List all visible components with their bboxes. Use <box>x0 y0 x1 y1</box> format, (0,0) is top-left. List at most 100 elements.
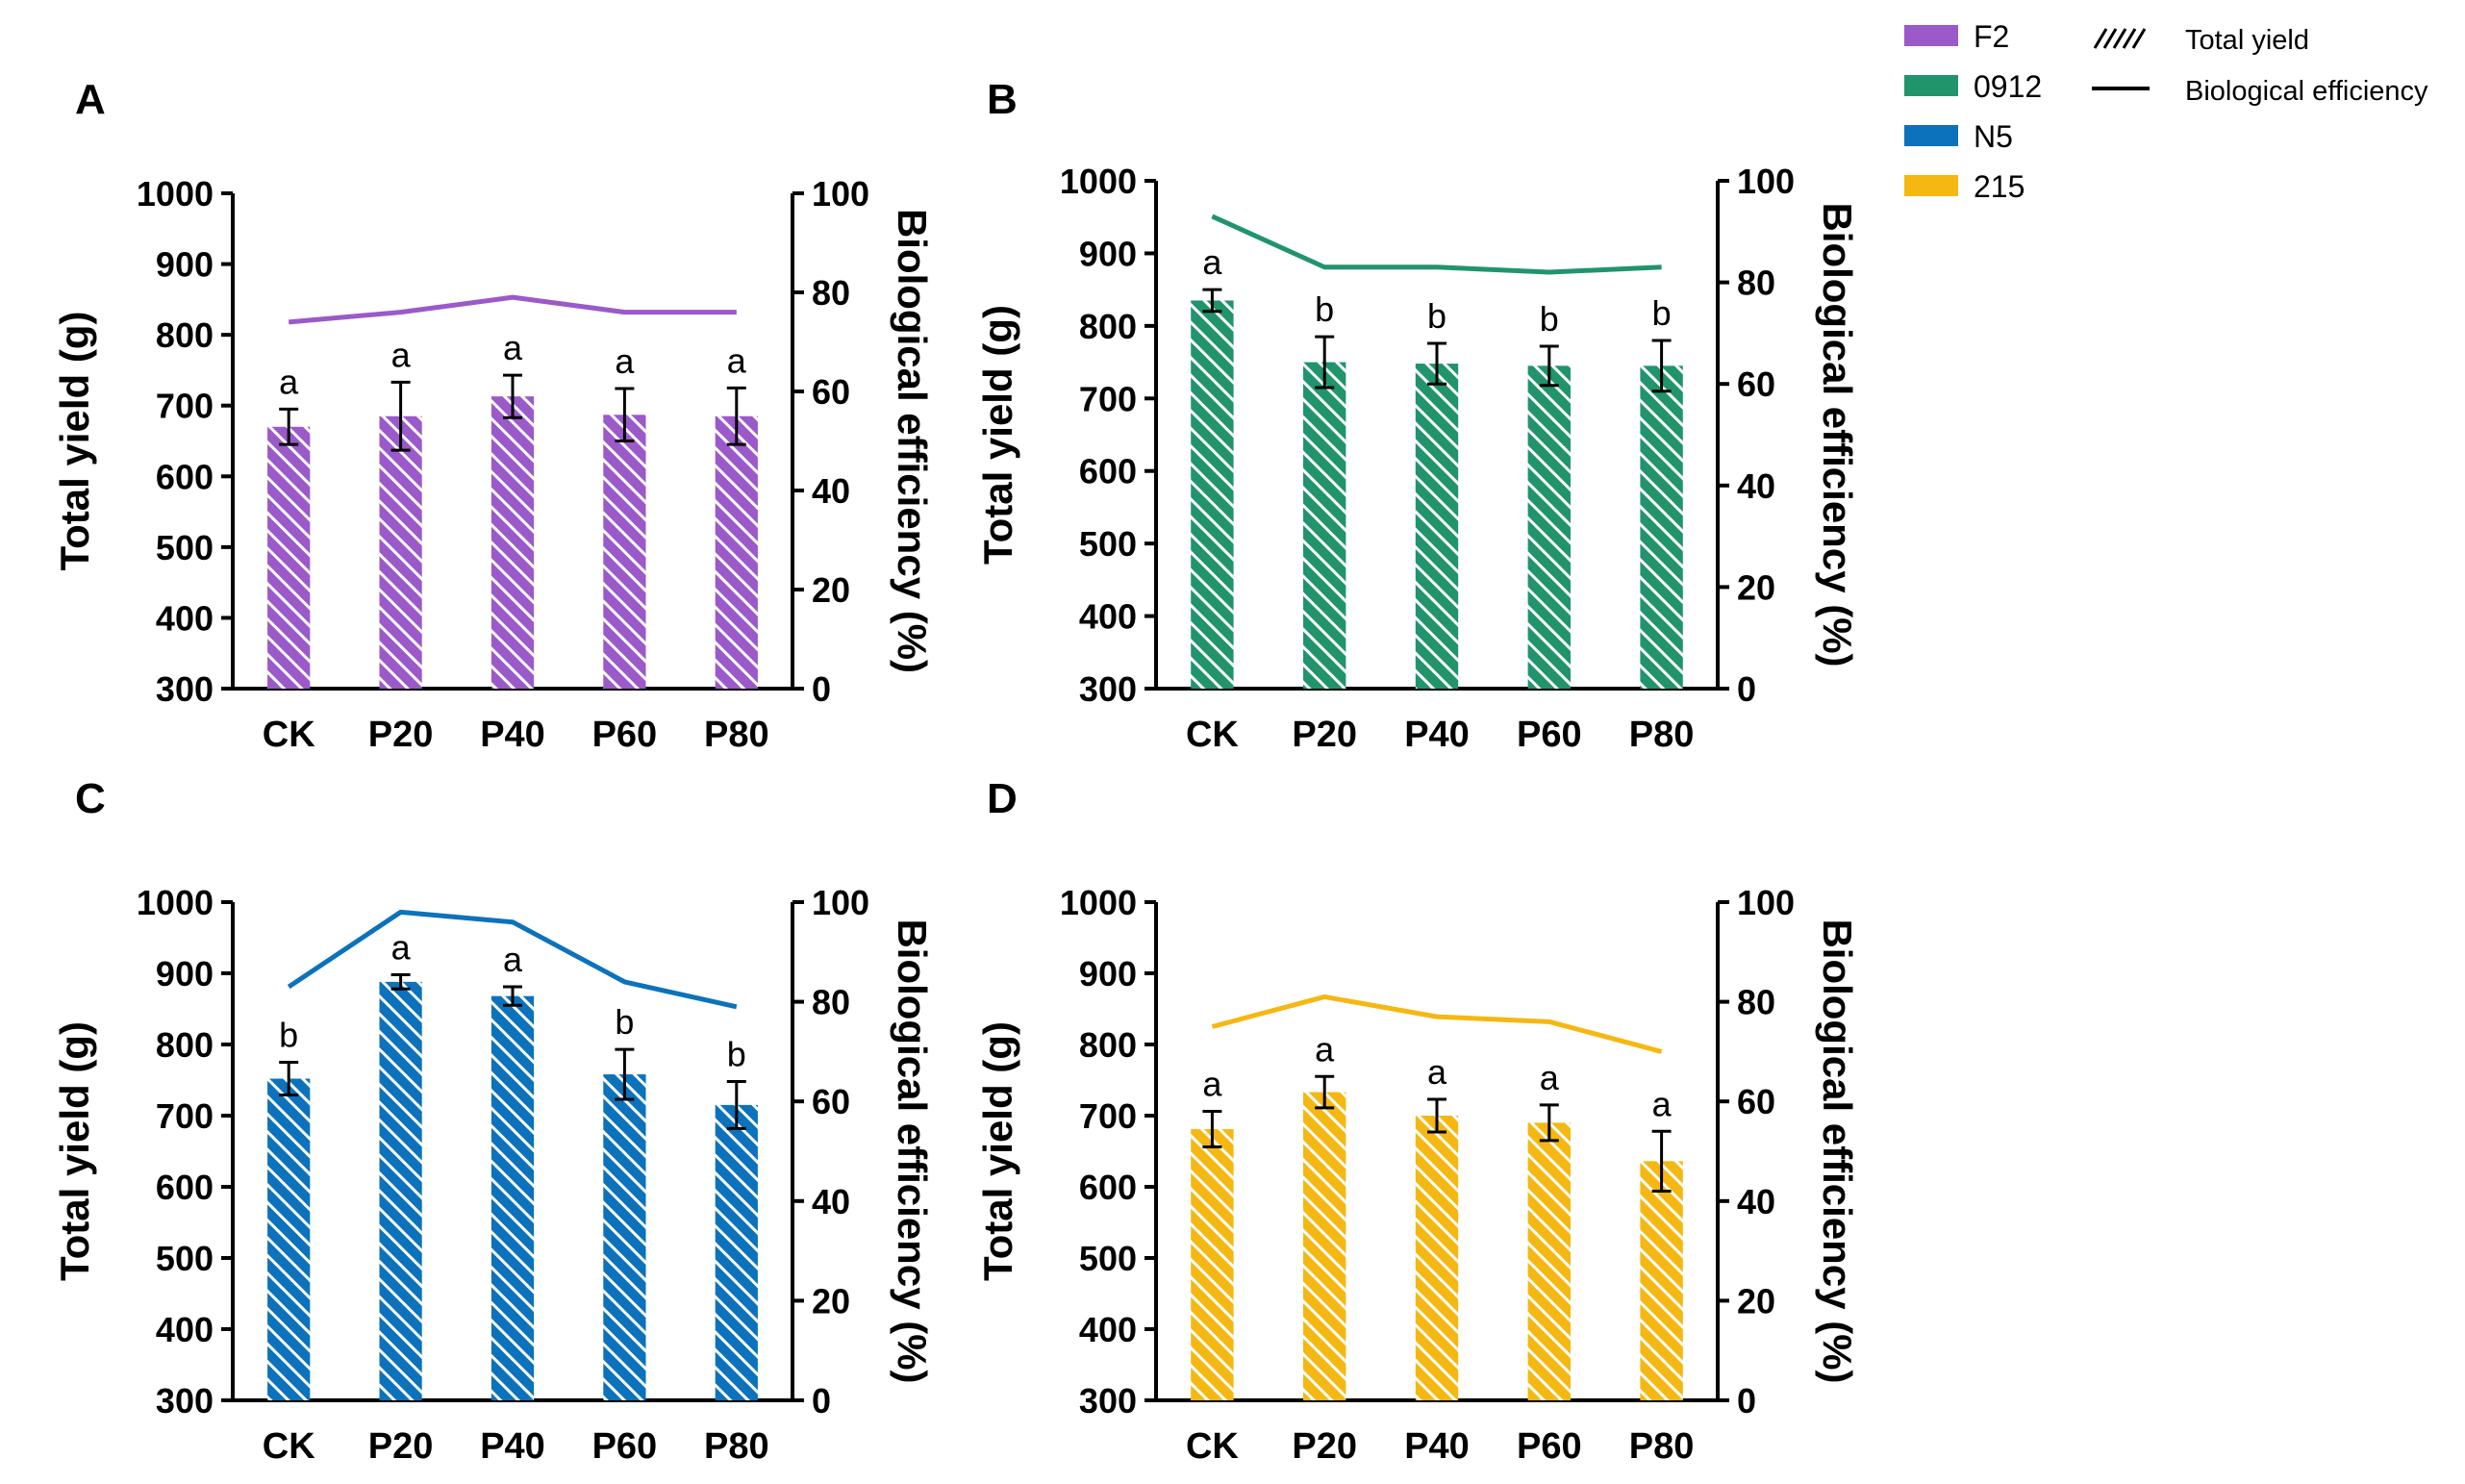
y2-tick-label: 0 <box>1737 1381 1756 1421</box>
y2-axis-title: Biological efficiency (%) <box>1815 202 1860 667</box>
significance-letter: b <box>1427 296 1446 336</box>
error-bar-ck <box>1202 288 1222 314</box>
significance-letter: a <box>391 335 412 374</box>
y2-tick-label: 80 <box>812 983 850 1022</box>
panel-b: B 300 400 500 600 700 800 900 1000 0 20 40 60 80 100 To… <box>975 76 1860 755</box>
legend-swatch-f2 <box>1904 25 1958 46</box>
x-tick-label: P80 <box>1629 715 1695 755</box>
y-axis-title: Total yield (g) <box>52 1021 97 1281</box>
error-bar-p80 <box>1651 1129 1672 1193</box>
y-tick-label: 1000 <box>137 174 214 214</box>
panel-c: C 300 400 500 600 700 800 900 1000 0 20 40 60 80 100 To… <box>52 775 935 1467</box>
panel-label-b: B <box>987 76 1018 123</box>
y2-tick-label: 100 <box>812 174 869 214</box>
error-bar-p80 <box>726 386 746 446</box>
legend-swatch-n5 <box>1904 125 1958 146</box>
x-tick-label: P80 <box>1629 1426 1695 1467</box>
error-bar-p60 <box>1539 1103 1559 1143</box>
hatch-legend-icon <box>2093 28 2147 49</box>
x-tick-label: CK <box>1186 715 1239 755</box>
error-bar-p40 <box>1427 341 1446 386</box>
significance-letter: a <box>1202 1065 1222 1104</box>
biological-efficiency-line <box>1211 214 1662 275</box>
x-tick-label: P80 <box>704 715 769 755</box>
legend-label-0912: 0912 <box>1974 69 2042 104</box>
bar-p60 <box>1527 1122 1571 1400</box>
y2-tick-label: 0 <box>1737 669 1756 709</box>
x-tick-label: P20 <box>1292 1426 1357 1467</box>
bar-p20 <box>1303 1092 1346 1400</box>
error-bar-p40 <box>1427 1097 1446 1134</box>
y-tick-label: 800 <box>156 315 214 355</box>
panel-label-a: A <box>75 76 106 123</box>
y2-tick-label: 40 <box>812 471 850 511</box>
bar-ck <box>267 1078 311 1400</box>
y2-tick-label: 40 <box>812 1182 850 1221</box>
error-bar-p80 <box>1651 339 1672 393</box>
significance-letter: b <box>1540 299 1559 339</box>
panel-label-d: D <box>987 775 1018 822</box>
error-bar-p40 <box>503 373 522 419</box>
y-tick-label: 700 <box>156 387 214 426</box>
x-tick-label: P40 <box>1404 715 1470 755</box>
error-bar-p40 <box>503 985 522 1007</box>
legend-label-biological-efficiency: Biological efficiency <box>2185 76 2428 107</box>
x-tick-label: P20 <box>1292 715 1357 755</box>
y-tick-label: 800 <box>156 1025 214 1065</box>
bar-p60 <box>1527 365 1571 689</box>
error-bar-ck <box>279 407 299 446</box>
y-tick-label: 500 <box>1079 524 1137 564</box>
y-tick-label: 300 <box>1079 669 1137 709</box>
legend-label-215: 215 <box>1974 169 2025 204</box>
x-tick-label: CK <box>1186 1426 1239 1467</box>
y2-tick-label: 100 <box>1737 883 1795 922</box>
biological-efficiency-line <box>287 909 738 1010</box>
significance-letter: a <box>727 340 747 380</box>
y2-tick-label: 100 <box>812 883 869 922</box>
y2-tick-label: 20 <box>1737 1281 1775 1321</box>
bar-p80 <box>715 1104 758 1400</box>
x-tick-label: P60 <box>592 1426 658 1467</box>
y-tick-label: 1000 <box>137 883 214 922</box>
bar-p40 <box>1415 364 1459 689</box>
biological-efficiency-line <box>288 294 737 325</box>
error-bar-p20 <box>1315 1074 1335 1110</box>
y-tick-label: 300 <box>156 669 214 709</box>
y-tick-label: 900 <box>156 245 214 285</box>
bar-p80 <box>715 415 758 689</box>
bar-p80 <box>1640 1161 1683 1400</box>
y-tick-label: 300 <box>1079 1381 1137 1421</box>
bar-ck <box>267 426 311 689</box>
significance-letter: b <box>279 1016 298 1055</box>
bar-ck <box>1191 300 1234 689</box>
significance-letter: a <box>503 328 523 367</box>
significance-letter: b <box>727 1034 746 1073</box>
y2-axis-title: Biological efficiency (%) <box>1815 918 1860 1383</box>
bar-ck <box>1191 1129 1234 1400</box>
legend: F2 0912 N5 215 Total yield Biological ef… <box>1904 19 2428 204</box>
panel-a: A 300 400 500 600 700 800 900 1000 0 20 40 60 80 100 To… <box>52 76 935 755</box>
legend-label-total-yield: Total yield <box>2185 25 2309 56</box>
significance-letter: a <box>1540 1058 1560 1097</box>
bar-p20 <box>379 981 422 1400</box>
y2-tick-label: 20 <box>1737 567 1775 607</box>
panel-label-c: C <box>75 775 106 822</box>
significance-letter: a <box>503 940 523 979</box>
bar-p80 <box>1640 365 1683 689</box>
y-tick-label: 400 <box>156 598 214 638</box>
y2-tick-label: 40 <box>1737 466 1775 506</box>
y-tick-label: 1000 <box>1060 883 1137 922</box>
x-tick-label: P40 <box>480 715 545 755</box>
y-tick-label: 400 <box>1079 597 1137 637</box>
y-tick-label: 300 <box>156 1381 214 1421</box>
y-tick-label: 600 <box>1079 452 1137 491</box>
bar-p60 <box>603 1074 646 1400</box>
y-tick-label: 800 <box>1079 1025 1137 1065</box>
error-bar-p60 <box>615 1047 635 1101</box>
x-tick-label: P80 <box>704 1426 769 1467</box>
significance-letter: a <box>279 362 299 401</box>
y2-tick-label: 60 <box>812 372 850 412</box>
y2-tick-label: 20 <box>812 570 850 610</box>
error-bar-p80 <box>726 1079 746 1130</box>
x-tick-label: P40 <box>1404 1426 1470 1467</box>
